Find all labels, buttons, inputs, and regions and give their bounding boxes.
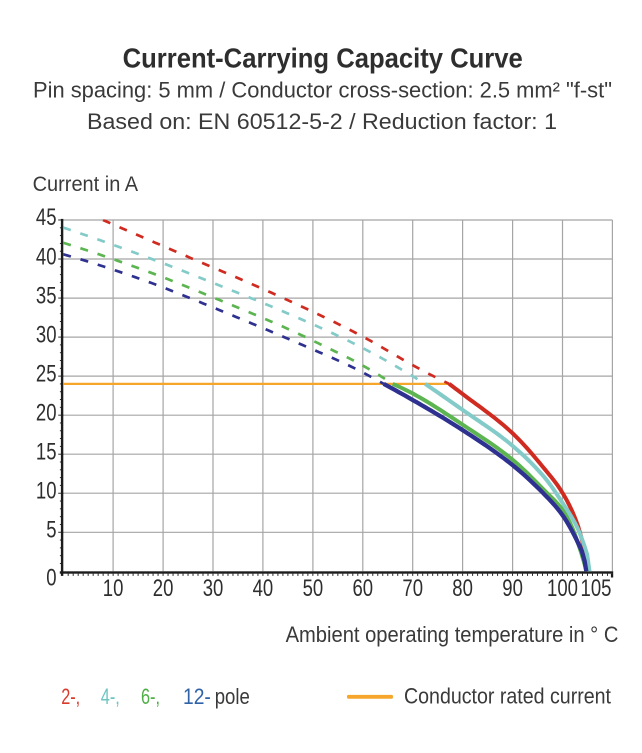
svg-text:70: 70 — [402, 575, 423, 602]
svg-text:5: 5 — [46, 517, 56, 544]
svg-text:pole: pole — [215, 684, 250, 709]
svg-text:90: 90 — [502, 575, 523, 602]
svg-text:15: 15 — [36, 438, 57, 465]
svg-text:Current-Carrying Capacity Curv: Current-Carrying Capacity Curve — [123, 42, 523, 73]
svg-text:80: 80 — [452, 575, 473, 602]
svg-text:100: 100 — [547, 575, 578, 602]
svg-text:25: 25 — [36, 360, 57, 387]
svg-text:50: 50 — [303, 575, 324, 602]
svg-text:12-: 12- — [183, 684, 211, 709]
svg-text:20: 20 — [36, 399, 57, 426]
svg-text:Pin spacing: 5 mm / Conductor: Pin spacing: 5 mm / Conductor cross-sect… — [33, 77, 612, 102]
svg-text:Conductor rated current: Conductor rated current — [404, 683, 611, 708]
svg-text:60: 60 — [353, 575, 374, 602]
svg-text:40: 40 — [253, 575, 274, 602]
svg-text:Ambient operating temperature: Ambient operating temperature in ° C — [286, 622, 619, 647]
svg-text:2-,: 2-, — [61, 684, 80, 709]
svg-text:10: 10 — [36, 478, 57, 505]
svg-text:30: 30 — [36, 321, 57, 348]
svg-text:45: 45 — [36, 204, 57, 231]
svg-text:30: 30 — [203, 575, 224, 602]
svg-text:40: 40 — [36, 243, 57, 270]
svg-text:105: 105 — [581, 575, 612, 602]
svg-text:35: 35 — [36, 282, 57, 309]
svg-text:4-,: 4-, — [101, 684, 120, 709]
svg-text:Current in A: Current in A — [33, 173, 139, 196]
svg-text:0: 0 — [46, 564, 56, 591]
svg-text:6-,: 6-, — [141, 684, 160, 709]
svg-text:10: 10 — [103, 575, 124, 602]
svg-text:20: 20 — [153, 575, 174, 602]
svg-text:Based on: EN 60512-5-2 / Reduc: Based on: EN 60512-5-2 / Reduction facto… — [87, 109, 557, 134]
